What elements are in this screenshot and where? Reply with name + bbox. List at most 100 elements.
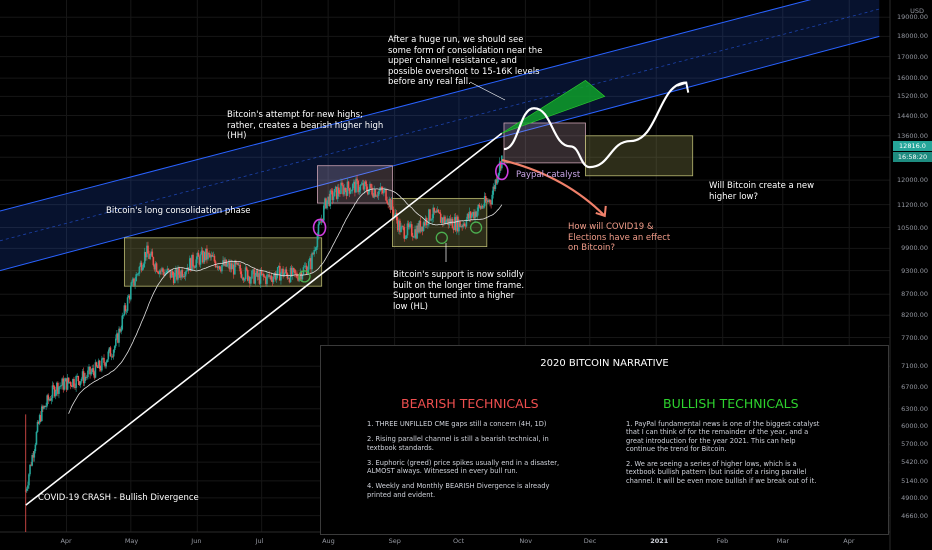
candle-body bbox=[142, 263, 145, 268]
candle-body bbox=[112, 349, 115, 357]
candle-body bbox=[50, 398, 53, 401]
candle-body bbox=[44, 405, 46, 408]
candle-body bbox=[149, 255, 151, 259]
candle-body bbox=[454, 217, 457, 231]
candle-body bbox=[164, 272, 166, 276]
annotation-overshoot: After a huge run, we should see some for… bbox=[388, 35, 543, 87]
last-price-badge: 12816.0 bbox=[893, 141, 932, 151]
candle-body bbox=[445, 221, 447, 224]
narrative-panel: 2020 BITCOIN NARRATIVE BEARISH TECHNICAL… bbox=[320, 345, 889, 535]
candle-body bbox=[280, 272, 282, 281]
candle-body bbox=[431, 218, 433, 220]
bullish-list: 1. PayPal fundamental news is one of the… bbox=[626, 420, 826, 492]
candle-body bbox=[429, 209, 431, 221]
candle-body bbox=[130, 286, 132, 300]
candle-body bbox=[315, 247, 318, 251]
candle-body bbox=[51, 385, 54, 399]
candle-body bbox=[49, 399, 52, 401]
annotation-higher-high: Bitcoin's attempt for new highs; rather,… bbox=[227, 110, 384, 141]
time-tick-label: Apr bbox=[843, 537, 855, 545]
candle-body bbox=[495, 179, 498, 184]
candle-body bbox=[418, 220, 421, 233]
bullish-projection bbox=[503, 81, 687, 169]
candle-body bbox=[443, 216, 445, 224]
candle-body bbox=[412, 235, 414, 238]
candle-body bbox=[163, 271, 165, 276]
candle-body bbox=[385, 189, 387, 201]
candle-body bbox=[140, 262, 143, 271]
candle-body bbox=[193, 266, 195, 268]
candle-body bbox=[128, 295, 131, 300]
candle-body bbox=[127, 295, 130, 298]
candle-body bbox=[365, 184, 368, 191]
candle-body bbox=[48, 399, 51, 401]
candle-body bbox=[186, 267, 189, 271]
price-tick-label: 19000.00 bbox=[896, 13, 928, 22]
candle-body bbox=[27, 485, 29, 489]
candle-body bbox=[71, 385, 73, 387]
candle-body bbox=[158, 270, 161, 274]
candle-body bbox=[383, 189, 385, 194]
candle-body bbox=[183, 276, 186, 277]
candle-body bbox=[287, 278, 290, 280]
bearish-list: 1. THREE UNFILLED CME gaps still a conce… bbox=[367, 420, 567, 506]
candle-body bbox=[38, 415, 41, 424]
candle-body bbox=[496, 178, 499, 184]
candle-body bbox=[41, 406, 43, 422]
candle-body bbox=[192, 254, 194, 267]
candle-body bbox=[196, 252, 199, 260]
time-tick-label: Dec bbox=[583, 537, 597, 545]
candle-body bbox=[460, 226, 462, 227]
candle-body bbox=[109, 347, 112, 357]
candle-body bbox=[494, 179, 497, 189]
candle-body bbox=[492, 186, 495, 195]
price-tick-label: 12000.00 bbox=[896, 176, 928, 185]
candle-body bbox=[285, 269, 288, 274]
candle-body bbox=[136, 273, 139, 275]
candle-body bbox=[327, 196, 329, 201]
price-tick-label: 5140.00 bbox=[901, 476, 928, 485]
candle-body bbox=[237, 262, 239, 266]
candle-body bbox=[273, 273, 276, 277]
candle-body bbox=[165, 272, 168, 274]
candle-body bbox=[81, 371, 84, 379]
candle-body bbox=[93, 372, 96, 378]
candle-body bbox=[408, 224, 411, 228]
candle-body bbox=[243, 279, 246, 281]
candle-body bbox=[210, 255, 213, 258]
candle-body bbox=[52, 385, 55, 387]
price-tick-label: 8700.00 bbox=[901, 290, 928, 299]
candle-body bbox=[341, 182, 343, 186]
candle-body bbox=[332, 196, 335, 201]
candle-body bbox=[226, 264, 229, 267]
candle-body bbox=[221, 265, 223, 272]
candle-body bbox=[91, 368, 94, 372]
candle-body bbox=[296, 273, 298, 278]
candle-body bbox=[257, 273, 260, 278]
candle-body bbox=[297, 277, 299, 281]
candle-body bbox=[448, 218, 451, 226]
candle-body bbox=[450, 218, 453, 225]
candle-body bbox=[155, 263, 158, 272]
price-tick-label: 9300.00 bbox=[901, 266, 928, 275]
time-tick-label: Apr bbox=[60, 537, 72, 545]
candle-body bbox=[96, 366, 99, 369]
candle-body bbox=[79, 381, 82, 386]
candle-body bbox=[161, 268, 163, 272]
candle-body bbox=[366, 190, 369, 195]
candle-body bbox=[362, 183, 365, 190]
price-tick-label: 13600.00 bbox=[896, 131, 928, 140]
candle-body bbox=[427, 224, 429, 226]
candle-body bbox=[372, 194, 374, 198]
candle-body bbox=[447, 218, 450, 226]
candle-body bbox=[31, 455, 33, 466]
candle-body bbox=[229, 263, 232, 270]
candle-body bbox=[178, 268, 180, 275]
candle-body bbox=[227, 262, 230, 265]
candle-body bbox=[180, 270, 183, 278]
candle-body bbox=[472, 212, 474, 215]
candle-body bbox=[84, 376, 87, 378]
candle-body bbox=[74, 386, 76, 388]
overshoot-wedge bbox=[501, 80, 606, 134]
candle-body bbox=[437, 209, 440, 213]
